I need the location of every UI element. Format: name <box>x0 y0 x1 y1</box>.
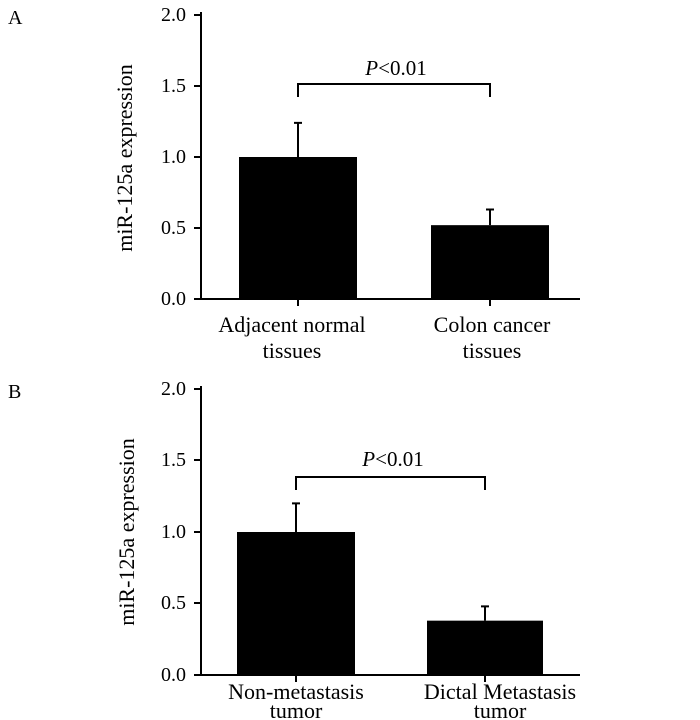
bar-non-metastasis <box>237 532 355 675</box>
category-label-a-0-line1: Adjacent normal <box>218 312 365 337</box>
category-label-a-0-line2: tissues <box>263 338 322 363</box>
y-axis-label-b: miR-125a expression <box>114 438 139 626</box>
p-threshold-b: <0.01 <box>375 447 424 471</box>
error-bar-colon-cancer <box>486 208 494 226</box>
category-label-b-0-line2: tumor <box>270 698 323 720</box>
y-axis-label-a: miR-125a expression <box>112 64 137 252</box>
significance-label-a: P<0.01 <box>364 56 426 80</box>
y-tick-label-b-2: 1.0 <box>161 521 186 543</box>
y-tick-label-a-1: 0.5 <box>161 217 186 239</box>
panel-label-b: B <box>8 381 21 403</box>
chart-panel-a: A miR-125a expression 0.0 0.5 1.0 1.5 2.… <box>8 4 580 363</box>
category-label-a-1-line1: Colon cancer <box>434 312 551 337</box>
y-tick-label-a-0: 0.0 <box>161 288 186 310</box>
chart-panel-b: B miR-125a expression 0.0 0.5 1.0 1.5 2.… <box>8 378 580 720</box>
bar-adjacent-normal <box>239 157 357 299</box>
p-symbol-b: P <box>361 447 375 471</box>
p-symbol-a: P <box>364 56 378 80</box>
y-tick-label-b-0: 0.0 <box>161 664 186 686</box>
panel-label-a: A <box>8 7 23 29</box>
error-bar-adjacent-normal <box>294 121 302 157</box>
y-tick-label-a-3: 1.5 <box>161 75 186 97</box>
y-tick-label-b-3: 1.5 <box>161 449 186 471</box>
significance-bracket-b <box>295 476 486 490</box>
y-ticks-b: 0.0 0.5 1.0 1.5 2.0 <box>161 378 201 686</box>
y-tick-label-b-1: 0.5 <box>161 592 186 614</box>
category-label-b-0-line1: Non-metastasis <box>228 679 364 704</box>
significance-bracket-a <box>297 83 491 97</box>
y-tick-label-a-2: 1.0 <box>161 146 186 168</box>
category-label-b-1-line1: Dictal Metastasis <box>424 679 576 704</box>
y-ticks-a: 0.0 0.5 1.0 1.5 2.0 <box>161 4 201 310</box>
category-label-a-1-line2: tissues <box>463 338 522 363</box>
p-threshold-a: <0.01 <box>378 56 427 80</box>
y-tick-label-a-4: 2.0 <box>161 4 186 26</box>
category-label-b-1-line2: tumor <box>474 698 527 720</box>
error-bar-non-metastasis <box>292 502 300 532</box>
y-tick-label-b-4: 2.0 <box>161 378 186 400</box>
error-bar-dictal-metastasis <box>481 605 489 621</box>
significance-label-b: P<0.01 <box>361 447 423 471</box>
bar-dictal-metastasis <box>427 620 543 675</box>
bar-colon-cancer <box>431 225 549 299</box>
